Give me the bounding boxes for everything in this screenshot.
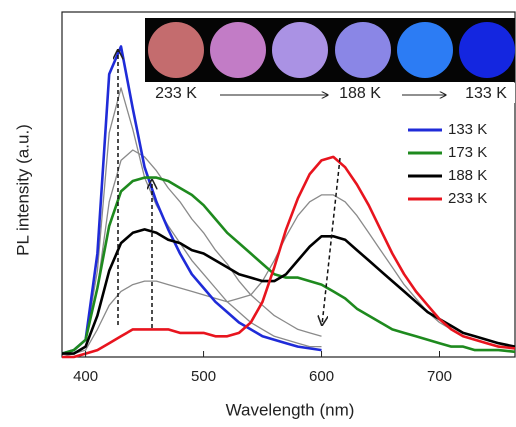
- x-tick-label: 600: [309, 368, 334, 385]
- series-line: [62, 229, 515, 353]
- x-tick-label: 700: [427, 368, 452, 385]
- inset-photo: [145, 18, 515, 82]
- legend-label: 133 K: [448, 121, 487, 138]
- x-tick-label: 500: [191, 368, 216, 385]
- y-axis-label: PL intensity (a.u.): [13, 124, 32, 256]
- inset-label-band: [145, 83, 515, 103]
- legend-label: 188 K: [448, 167, 487, 184]
- x-axis-label: Wavelength (nm): [226, 400, 355, 419]
- legend-label: 233 K: [448, 190, 487, 207]
- inset-label: 133 K: [465, 85, 507, 102]
- series-line: [62, 195, 515, 357]
- series-line: [62, 157, 515, 357]
- inset-label: 188 K: [339, 85, 381, 102]
- legend-label: 173 K: [448, 144, 487, 161]
- chart: 233 K 188 K 133 K Wavelength (nm) PL int…: [0, 0, 516, 427]
- inset-label: 233 K: [155, 85, 197, 102]
- series-line: [62, 88, 322, 354]
- x-tick-label: 400: [73, 368, 98, 385]
